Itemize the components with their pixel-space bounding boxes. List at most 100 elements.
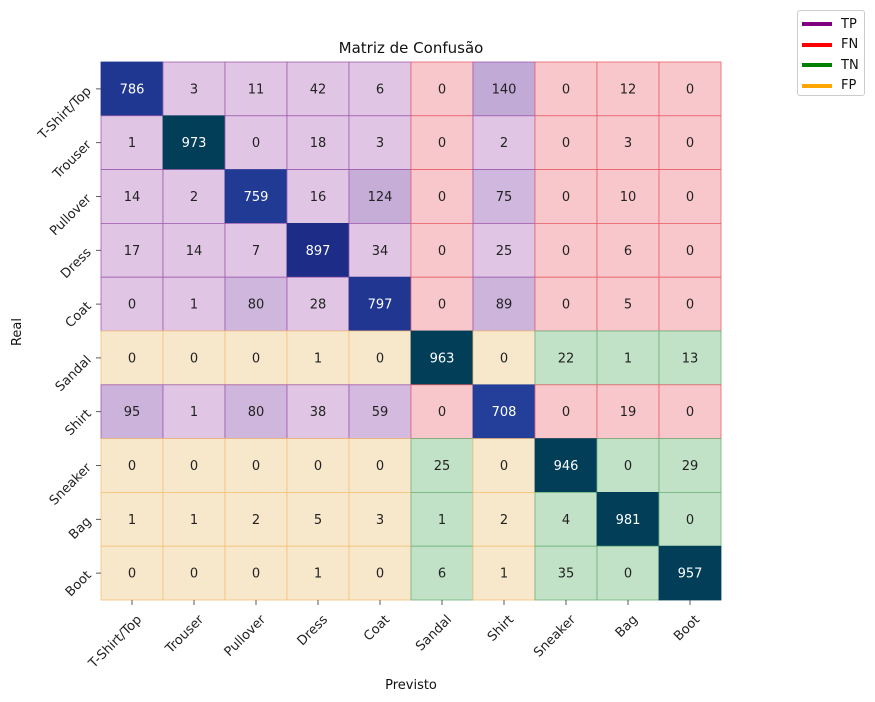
heatmap-cell-4-6 [472, 276, 536, 332]
heatmap-cell-0-7 [534, 61, 598, 117]
cell-value-0-1: 3 [190, 82, 198, 97]
cell-value-9-5: 6 [438, 567, 446, 582]
cell-value-9-8: 0 [624, 567, 632, 582]
cell-value-7-6: 0 [500, 459, 508, 474]
cell-value-0-2: 11 [248, 82, 265, 97]
legend-label-fn: FN [841, 37, 859, 53]
cell-value-9-4: 0 [376, 567, 384, 582]
cell-value-8-0: 1 [128, 513, 136, 528]
y-tick-label: Boot [63, 568, 95, 600]
heatmap-cell-1-8 [596, 115, 660, 171]
heatmap-cell-4-9 [658, 276, 722, 332]
heatmap-cell-6-6 [472, 384, 536, 439]
cell-value-1-6: 2 [500, 136, 508, 151]
cell-value-0-3: 42 [310, 82, 327, 97]
cell-value-5-6: 0 [500, 351, 508, 366]
cell-value-5-5: 963 [430, 351, 455, 366]
heatmap-cell-3-5 [410, 222, 474, 278]
cell-value-3-2: 7 [252, 244, 260, 259]
cell-value-5-8: 1 [624, 351, 632, 366]
heatmap-cell-8-4 [348, 491, 412, 547]
x-tick-label: Shirt [485, 612, 517, 644]
cell-value-1-0: 1 [128, 136, 136, 151]
heatmap-cell-5-3 [286, 330, 350, 386]
heatmap-cell-3-7 [534, 222, 598, 278]
cell-value-6-1: 1 [190, 405, 198, 420]
heatmap-cell-5-8 [596, 330, 660, 386]
heatmap-cell-7-6 [472, 438, 536, 493]
y-tick-label: Sandal [53, 353, 95, 395]
cell-value-6-3: 38 [310, 405, 327, 420]
cell-value-7-3: 0 [314, 459, 322, 474]
x-axis-label: Previsto [385, 678, 437, 693]
legend-swatch-fn [802, 42, 832, 47]
cell-value-7-2: 0 [252, 459, 260, 474]
heatmap-cell-3-9 [658, 222, 722, 278]
heatmap-cell-4-8 [596, 276, 660, 332]
heatmap-cell-7-5 [410, 438, 474, 493]
cell-value-9-0: 0 [128, 567, 136, 582]
cell-value-4-7: 0 [562, 298, 570, 313]
cell-value-9-2: 0 [252, 567, 260, 582]
cell-value-0-4: 6 [376, 82, 384, 97]
cell-value-7-7: 946 [554, 459, 579, 474]
cell-value-6-9: 0 [686, 405, 694, 420]
legend-item-tp: TP [802, 14, 864, 35]
cell-value-5-4: 0 [376, 351, 384, 366]
cell-value-1-1: 973 [182, 136, 207, 151]
heatmap-cell-9-4 [348, 545, 412, 601]
legend-swatch-tn [802, 63, 832, 68]
cell-value-7-0: 0 [128, 459, 136, 474]
cell-value-6-7: 0 [562, 405, 570, 420]
heatmap-cell-7-2 [224, 438, 288, 493]
cell-value-7-8: 0 [624, 459, 632, 474]
cell-value-2-3: 16 [310, 190, 327, 205]
legend: TP FN TN FP [797, 10, 865, 96]
chart-title: Matriz de Confusão [339, 39, 484, 57]
cell-value-6-4: 59 [372, 405, 389, 420]
cell-value-1-7: 0 [562, 136, 570, 151]
cell-value-4-3: 28 [310, 298, 327, 313]
cell-value-0-5: 0 [438, 82, 446, 97]
heatmap-cell-8-6 [472, 491, 536, 547]
legend-swatch-tp [802, 22, 832, 27]
y-tick-label: Pullover [47, 191, 95, 239]
cell-value-5-1: 0 [190, 351, 198, 366]
heatmap-cell-0-2 [224, 61, 288, 117]
cell-value-3-1: 14 [186, 244, 203, 259]
cell-value-7-4: 0 [376, 459, 384, 474]
y-tick-label: Shirt [62, 407, 94, 439]
cell-value-4-2: 80 [248, 298, 265, 313]
heatmap-cell-7-1 [162, 438, 226, 493]
y-tick-label: T-Shirt/Top [35, 84, 95, 144]
x-tick-label: Pullover [222, 612, 270, 660]
y-tick-label: Trouser [50, 137, 95, 182]
cell-value-1-5: 0 [438, 136, 446, 151]
heatmap-cell-3-0 [100, 222, 164, 278]
x-tick-label: Trouser [162, 612, 207, 657]
heatmap-cell-7-4 [348, 438, 412, 493]
heatmap-cell-2-9 [658, 169, 722, 224]
cell-value-6-0: 95 [124, 405, 141, 420]
cell-value-6-5: 0 [438, 405, 446, 420]
cell-value-4-9: 0 [686, 298, 694, 313]
cell-value-9-1: 0 [190, 567, 198, 582]
heatmap-cell-1-3 [286, 115, 350, 171]
cell-value-6-8: 19 [620, 405, 637, 420]
cell-value-1-8: 3 [624, 136, 632, 151]
heatmap-cell-0-0 [100, 61, 164, 117]
heatmap-cell-3-8 [596, 222, 660, 278]
heatmap-cell-9-9 [658, 545, 722, 601]
heatmap-cell-9-1 [162, 545, 226, 601]
heatmap-cell-0-3 [286, 61, 350, 117]
cell-value-5-2: 0 [252, 351, 260, 366]
cell-value-5-0: 0 [128, 351, 136, 366]
legend-swatch-fp [802, 83, 832, 88]
cell-value-0-7: 0 [562, 82, 570, 97]
legend-item-fn: FN [802, 35, 864, 56]
cell-value-9-6: 1 [500, 567, 508, 582]
heatmap-cell-9-6 [472, 545, 536, 601]
heatmap-cell-3-6 [472, 222, 536, 278]
heatmap-cell-5-0 [100, 330, 164, 386]
